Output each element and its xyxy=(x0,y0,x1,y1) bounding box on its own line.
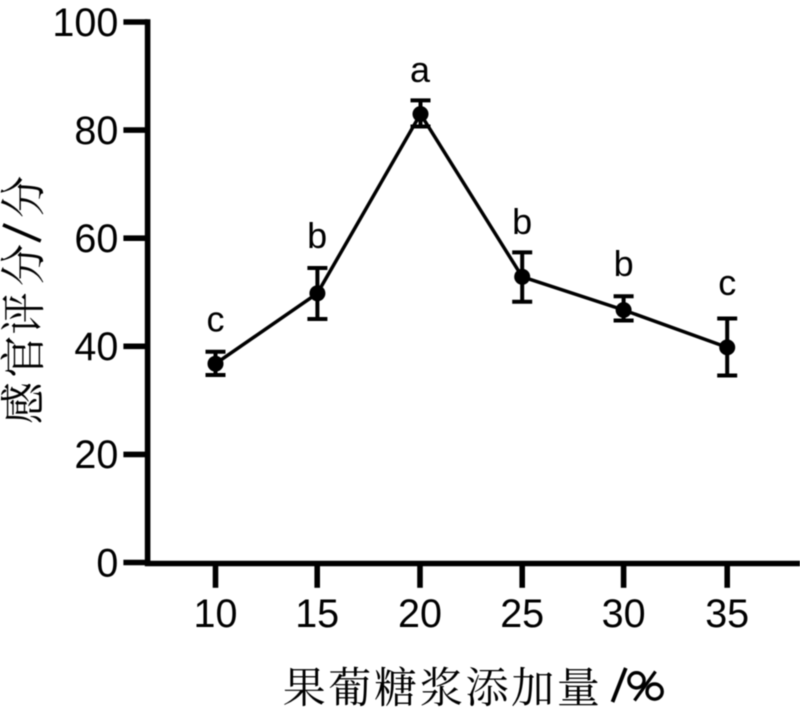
svg-text:c: c xyxy=(718,262,736,303)
svg-text:25: 25 xyxy=(500,592,544,636)
svg-text:20: 20 xyxy=(398,592,442,636)
svg-text:c: c xyxy=(207,299,225,340)
svg-text:20: 20 xyxy=(74,433,118,477)
svg-text:a: a xyxy=(410,49,431,90)
svg-text:100: 100 xyxy=(52,1,118,45)
svg-text:10: 10 xyxy=(194,592,238,636)
svg-text:b: b xyxy=(614,243,634,284)
svg-text:40: 40 xyxy=(74,325,118,369)
svg-text:b: b xyxy=(307,215,327,256)
svg-text:35: 35 xyxy=(705,592,749,636)
svg-text:60: 60 xyxy=(74,217,118,261)
svg-text:b: b xyxy=(512,201,532,242)
svg-text:30: 30 xyxy=(602,592,646,636)
svg-text:0: 0 xyxy=(96,541,118,585)
svg-text:80: 80 xyxy=(74,109,118,153)
svg-text:15: 15 xyxy=(295,592,339,636)
